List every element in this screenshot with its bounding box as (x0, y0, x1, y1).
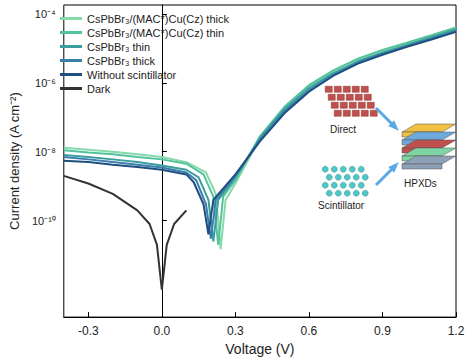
svg-text:10⁻⁶: 10⁻⁶ (35, 77, 56, 89)
svg-text:Scintillator: Scintillator (318, 200, 365, 211)
svg-text:0.9: 0.9 (374, 324, 391, 338)
svg-text:-0.3: -0.3 (78, 324, 99, 338)
svg-text:Direct: Direct (330, 124, 356, 135)
svg-text:10⁻¹⁰: 10⁻¹⁰ (32, 215, 56, 227)
svg-text:1.2: 1.2 (448, 324, 465, 338)
svg-text:Voltage (V): Voltage (V) (225, 341, 294, 357)
svg-text:CsPbBr₃/(MAC*)Cu(Cz) thin: CsPbBr₃/(MAC*)Cu(Cz) thin (87, 27, 224, 39)
svg-text:CsPbBr₃/(MAC*)Cu(Cz) thick: CsPbBr₃/(MAC*)Cu(Cz) thick (87, 13, 229, 25)
svg-text:0.6: 0.6 (301, 324, 318, 338)
svg-text:CsPbBr₃ thin: CsPbBr₃ thin (87, 41, 150, 53)
svg-text:CsPbBr₃ thick: CsPbBr₃ thick (87, 55, 156, 67)
svg-text:10⁻⁸: 10⁻⁸ (35, 146, 56, 158)
svg-text:Current density (A cm⁻²): Current density (A cm⁻²) (7, 92, 22, 230)
svg-text:Without scintillator: Without scintillator (87, 69, 177, 81)
svg-text:HPXDs: HPXDs (404, 178, 437, 189)
svg-text:Dark: Dark (87, 83, 111, 95)
svg-text:0.0: 0.0 (154, 324, 171, 338)
svg-text:0.3: 0.3 (227, 324, 244, 338)
svg-text:10⁻⁴: 10⁻⁴ (35, 8, 56, 20)
